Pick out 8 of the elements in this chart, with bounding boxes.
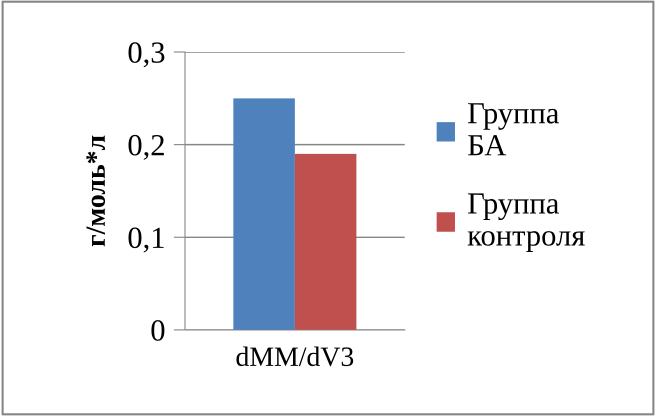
y-tick-label: 0 bbox=[151, 320, 164, 341]
legend-label: Группа контроля bbox=[468, 193, 585, 252]
y-axis-title: г/моль*л bbox=[86, 136, 106, 246]
y-tick-label: 0,3 bbox=[128, 42, 164, 68]
y-tick-label: 0,2 bbox=[128, 134, 164, 160]
legend-label: Группа БА bbox=[468, 103, 559, 156]
y-tick-label: 0,1 bbox=[128, 228, 164, 253]
x-tick-label: dMM/dV3 bbox=[236, 346, 354, 366]
